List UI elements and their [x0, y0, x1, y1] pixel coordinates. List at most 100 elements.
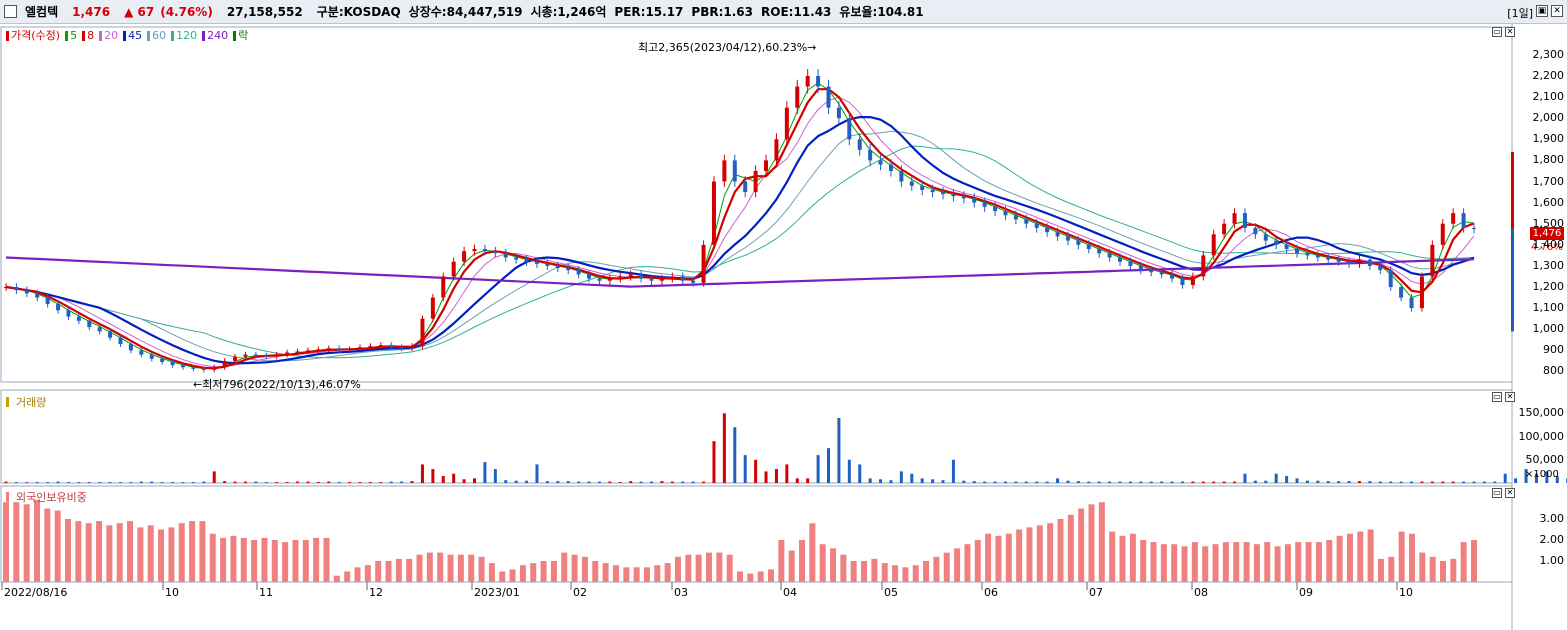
- market-type: 구분:KOSDAQ: [316, 5, 401, 19]
- foreign-bar: [406, 558, 413, 582]
- price-legend: 가격(수정) 5 8 20 45 60 120 240 락: [6, 27, 248, 43]
- candle-body: [972, 198, 977, 203]
- candle-body: [1107, 253, 1112, 258]
- candle-body: [534, 261, 539, 264]
- legend-item[interactable]: 60: [147, 29, 166, 42]
- candle-body: [191, 367, 196, 369]
- volume-bar: [150, 481, 154, 483]
- close-icon[interactable]: ✕: [1551, 5, 1563, 17]
- legend-item[interactable]: 락: [233, 27, 248, 43]
- volume-bar: [1160, 481, 1164, 483]
- volume-bar: [1003, 481, 1007, 483]
- legend-item[interactable]: 5: [65, 29, 77, 42]
- volume-bar: [1347, 481, 1351, 483]
- foreign-bar: [840, 554, 847, 582]
- foreign-bar: [1284, 544, 1291, 582]
- volume-bar: [1014, 481, 1018, 483]
- foreign-bar: [1088, 504, 1095, 582]
- foreign-bar: [685, 554, 692, 582]
- current-price-tag: 1,476: [1530, 227, 1564, 240]
- foreign-bar: [550, 561, 557, 582]
- candle-body: [1055, 232, 1060, 237]
- candle-body: [576, 270, 581, 275]
- candle-body: [1451, 213, 1456, 224]
- price-change-pct: (4.76%): [160, 4, 213, 19]
- legend-item[interactable]: 가격(수정): [6, 27, 60, 43]
- foreign-bar: [209, 533, 216, 582]
- volume-bar: [868, 478, 872, 483]
- candle-body: [899, 170, 904, 182]
- foreign-bar: [623, 567, 630, 582]
- volume-bar: [774, 469, 778, 483]
- candle-body: [743, 181, 748, 193]
- candle-body: [784, 107, 789, 140]
- foreign-panel-minimize-icon[interactable]: ▭: [1492, 488, 1502, 498]
- volume-panel-close-icon[interactable]: ✕: [1505, 392, 1515, 402]
- foreign-bar: [1109, 531, 1116, 582]
- foreign-bar: [747, 573, 754, 582]
- candle-body: [1242, 213, 1247, 228]
- volume-bar: [1503, 473, 1507, 483]
- legend-item[interactable]: 240: [202, 29, 228, 42]
- volume-bar: [212, 471, 216, 483]
- volume-panel-minimize-icon[interactable]: ▭: [1492, 392, 1502, 402]
- foreign-bar: [240, 537, 247, 582]
- volume-bar: [327, 481, 331, 483]
- volume-bar: [1253, 480, 1257, 483]
- candle-body: [274, 354, 279, 357]
- candle-body: [441, 276, 446, 298]
- foreign-bar: [1388, 556, 1395, 582]
- candle-body: [670, 276, 675, 279]
- listed-shares: 상장수:84,447,519: [408, 5, 523, 19]
- candle-body: [472, 249, 477, 252]
- foreign-bar: [819, 544, 826, 582]
- candle-body: [1461, 213, 1466, 228]
- candle-body: [1388, 270, 1393, 288]
- foreign-bar: [1326, 540, 1333, 582]
- foreign-bar: [1408, 533, 1415, 582]
- volume-bar: [670, 481, 674, 483]
- candle-body: [1284, 244, 1289, 250]
- legend-item[interactable]: 120: [171, 29, 197, 42]
- candle-body: [1034, 223, 1039, 228]
- price-axis-label: 1,400: [1532, 237, 1565, 251]
- x-axis-label: 11: [259, 586, 273, 599]
- legend-item[interactable]: 45: [123, 29, 142, 42]
- volume-bar: [368, 482, 372, 483]
- panel-close-icon[interactable]: ✕: [1505, 27, 1515, 37]
- foreign-bar: [85, 523, 92, 582]
- volume-bar: [1410, 481, 1414, 483]
- foreign-bar: [1067, 514, 1074, 582]
- reserve-ratio: 유보율:104.81: [839, 5, 924, 19]
- legend-item[interactable]: 20: [99, 29, 118, 42]
- volume-bar: [1534, 473, 1538, 483]
- foreign-bar: [964, 544, 971, 582]
- candle-body: [212, 367, 217, 370]
- volume-bar: [1493, 481, 1497, 483]
- candle-body: [170, 361, 175, 366]
- volume-axis-label: 100,000: [1518, 429, 1565, 443]
- chart-canvas[interactable]: [0, 24, 1567, 630]
- volume-bar: [587, 481, 591, 483]
- volume-bar: [379, 482, 383, 483]
- volume-bar: [1035, 481, 1039, 483]
- candle-body: [1305, 253, 1310, 256]
- foreign-bar: [395, 558, 402, 582]
- price-axis-label: 2,300: [1532, 47, 1565, 61]
- volume-bar: [389, 481, 393, 483]
- legend-item[interactable]: 8: [82, 29, 94, 42]
- volume-bar: [1233, 481, 1237, 483]
- candle-body: [618, 276, 623, 279]
- volume-bar: [14, 482, 18, 483]
- volume-bar: [1472, 481, 1476, 483]
- volume-axis-label: 150,000: [1518, 406, 1565, 420]
- period-selector[interactable]: [1일]: [1507, 7, 1533, 20]
- foreign-bar: [364, 565, 371, 582]
- volume-bar: [1420, 481, 1424, 483]
- select-checkbox[interactable]: [4, 5, 17, 18]
- restore-icon[interactable]: ▣: [1536, 5, 1548, 17]
- panel-minimize-icon[interactable]: ▭: [1492, 27, 1502, 37]
- volume-bar: [306, 481, 310, 483]
- foreign-bar: [375, 561, 382, 582]
- foreign-panel-close-icon[interactable]: ✕: [1505, 488, 1515, 498]
